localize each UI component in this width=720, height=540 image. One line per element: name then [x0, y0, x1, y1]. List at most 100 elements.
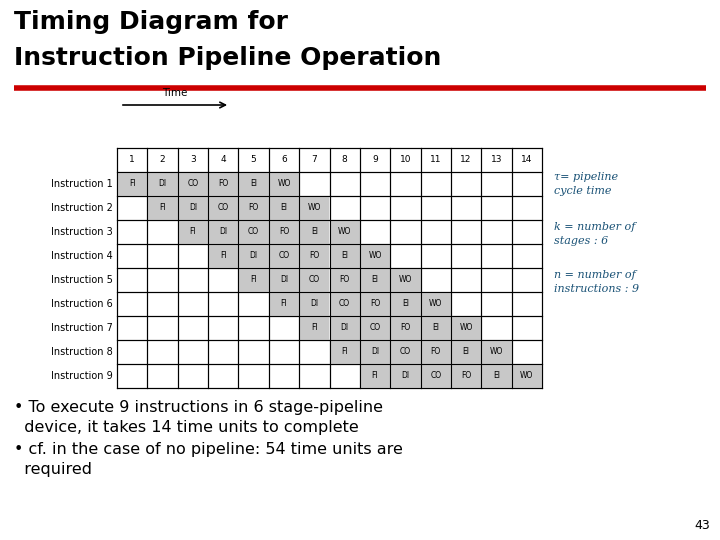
Text: EI: EI: [402, 300, 409, 308]
Text: CO: CO: [187, 179, 199, 188]
Bar: [330, 244, 360, 268]
Text: DI: DI: [158, 179, 166, 188]
Text: DI: DI: [280, 275, 288, 285]
Text: EI: EI: [311, 227, 318, 237]
Text: FI: FI: [189, 227, 197, 237]
Text: FO: FO: [431, 348, 441, 356]
Bar: [360, 268, 390, 292]
Text: • To execute 9 instructions in 6 stage-pipeline: • To execute 9 instructions in 6 stage-p…: [14, 400, 383, 415]
Bar: [299, 220, 330, 244]
Text: Instruction 5: Instruction 5: [51, 275, 113, 285]
Text: 11: 11: [430, 156, 441, 165]
Bar: [390, 268, 420, 292]
Text: EI: EI: [372, 275, 379, 285]
Bar: [208, 196, 238, 220]
Text: 10: 10: [400, 156, 411, 165]
Text: 2: 2: [160, 156, 166, 165]
Bar: [330, 220, 360, 244]
Bar: [299, 244, 330, 268]
Text: 4: 4: [220, 156, 226, 165]
Text: CO: CO: [430, 372, 441, 381]
Bar: [360, 364, 390, 388]
Text: 3: 3: [190, 156, 196, 165]
Text: FI: FI: [159, 204, 166, 213]
Text: DI: DI: [310, 300, 318, 308]
Text: WO: WO: [459, 323, 473, 333]
Bar: [420, 316, 451, 340]
Bar: [481, 340, 512, 364]
Bar: [238, 268, 269, 292]
Bar: [208, 172, 238, 196]
Text: WO: WO: [399, 275, 412, 285]
Text: WO: WO: [520, 372, 534, 381]
Bar: [117, 172, 148, 196]
Bar: [299, 316, 330, 340]
Text: FO: FO: [248, 204, 258, 213]
Bar: [451, 316, 481, 340]
Text: DI: DI: [250, 252, 258, 260]
Bar: [269, 292, 299, 316]
Bar: [178, 220, 208, 244]
Bar: [148, 172, 178, 196]
Bar: [178, 172, 208, 196]
Text: WO: WO: [307, 204, 321, 213]
Bar: [299, 268, 330, 292]
Bar: [269, 244, 299, 268]
Text: CO: CO: [248, 227, 259, 237]
Text: 6: 6: [281, 156, 287, 165]
Text: cycle time: cycle time: [554, 186, 611, 196]
Text: CO: CO: [217, 204, 229, 213]
Text: FO: FO: [218, 179, 228, 188]
Bar: [390, 316, 420, 340]
Bar: [481, 364, 512, 388]
Text: DI: DI: [219, 227, 228, 237]
Text: k = number of: k = number of: [554, 222, 635, 232]
Bar: [299, 196, 330, 220]
Bar: [330, 340, 360, 364]
Text: n = number of: n = number of: [554, 271, 636, 280]
Text: WO: WO: [338, 227, 351, 237]
Text: Instruction 4: Instruction 4: [51, 251, 113, 261]
Bar: [330, 268, 360, 292]
Text: FO: FO: [461, 372, 471, 381]
Text: 5: 5: [251, 156, 256, 165]
Text: WO: WO: [490, 348, 503, 356]
Bar: [238, 244, 269, 268]
Bar: [390, 292, 420, 316]
Text: FO: FO: [370, 300, 380, 308]
Bar: [360, 244, 390, 268]
Bar: [330, 316, 360, 340]
Text: FO: FO: [340, 275, 350, 285]
Bar: [420, 292, 451, 316]
Text: CO: CO: [279, 252, 289, 260]
Text: • cf. in the case of no pipeline: 54 time units are: • cf. in the case of no pipeline: 54 tim…: [14, 442, 403, 457]
Bar: [238, 196, 269, 220]
Text: instructions : 9: instructions : 9: [554, 285, 639, 294]
Text: 14: 14: [521, 156, 533, 165]
Bar: [269, 196, 299, 220]
Bar: [208, 244, 238, 268]
Text: Instruction 8: Instruction 8: [51, 347, 113, 357]
Bar: [420, 364, 451, 388]
Text: DI: DI: [401, 372, 410, 381]
Bar: [390, 364, 420, 388]
Text: required: required: [14, 462, 92, 477]
Text: Instruction 1: Instruction 1: [51, 179, 113, 189]
Text: 7: 7: [312, 156, 318, 165]
Text: CO: CO: [369, 323, 381, 333]
Text: Instruction 6: Instruction 6: [51, 299, 113, 309]
Text: EI: EI: [493, 372, 500, 381]
Text: FO: FO: [400, 323, 410, 333]
Text: τ= pipeline: τ= pipeline: [554, 172, 618, 182]
Text: Instruction 2: Instruction 2: [51, 203, 113, 213]
Bar: [178, 196, 208, 220]
Text: Time: Time: [162, 88, 188, 98]
Bar: [420, 340, 451, 364]
Text: WO: WO: [277, 179, 291, 188]
Text: CO: CO: [400, 348, 411, 356]
Bar: [390, 340, 420, 364]
Text: CO: CO: [339, 300, 350, 308]
Bar: [330, 292, 360, 316]
Text: Instruction Pipeline Operation: Instruction Pipeline Operation: [14, 46, 441, 70]
Text: Instruction 9: Instruction 9: [51, 371, 113, 381]
